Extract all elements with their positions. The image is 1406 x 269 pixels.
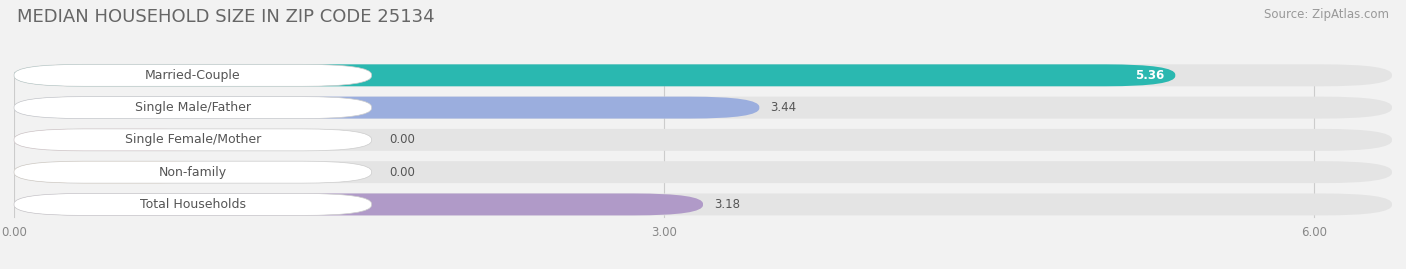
FancyBboxPatch shape (14, 64, 371, 86)
FancyBboxPatch shape (14, 129, 371, 151)
Text: Total Households: Total Households (139, 198, 246, 211)
FancyBboxPatch shape (14, 64, 1175, 86)
FancyBboxPatch shape (14, 161, 229, 183)
Text: 3.18: 3.18 (714, 198, 740, 211)
FancyBboxPatch shape (14, 161, 371, 183)
Text: MEDIAN HOUSEHOLD SIZE IN ZIP CODE 25134: MEDIAN HOUSEHOLD SIZE IN ZIP CODE 25134 (17, 8, 434, 26)
FancyBboxPatch shape (14, 193, 1392, 215)
FancyBboxPatch shape (14, 161, 1392, 183)
FancyBboxPatch shape (14, 129, 1392, 151)
Text: 5.36: 5.36 (1135, 69, 1164, 82)
FancyBboxPatch shape (14, 97, 1392, 119)
Text: 3.44: 3.44 (770, 101, 796, 114)
Text: Single Male/Father: Single Male/Father (135, 101, 250, 114)
FancyBboxPatch shape (14, 97, 371, 119)
FancyBboxPatch shape (14, 97, 759, 119)
Text: Non-family: Non-family (159, 166, 226, 179)
Text: Source: ZipAtlas.com: Source: ZipAtlas.com (1264, 8, 1389, 21)
FancyBboxPatch shape (14, 64, 1392, 86)
Text: Single Female/Mother: Single Female/Mother (125, 133, 262, 146)
FancyBboxPatch shape (14, 193, 371, 215)
Text: Married-Couple: Married-Couple (145, 69, 240, 82)
Text: 0.00: 0.00 (389, 133, 415, 146)
Text: 0.00: 0.00 (389, 166, 415, 179)
FancyBboxPatch shape (14, 193, 703, 215)
FancyBboxPatch shape (14, 129, 229, 151)
